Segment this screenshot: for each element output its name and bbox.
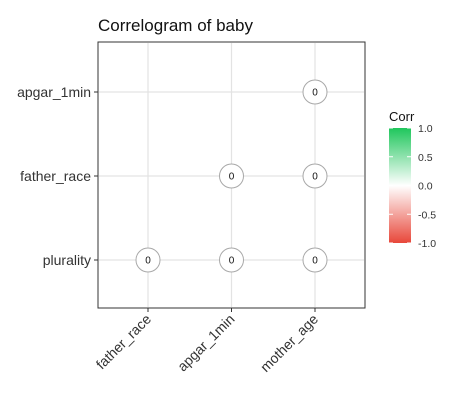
x-axis: father_race apgar_1min mother_age bbox=[93, 308, 321, 375]
corr-cell: 0 bbox=[219, 247, 244, 273]
corr-circle bbox=[135, 247, 161, 273]
legend-tick-label: -0.5 bbox=[418, 209, 436, 221]
corr-cell: 0 bbox=[135, 247, 161, 273]
legend-colorbar bbox=[389, 128, 411, 243]
legend-tick-label: 0.0 bbox=[418, 181, 433, 193]
corr-cell: 0 bbox=[302, 79, 328, 105]
y-tick-label: plurality bbox=[43, 252, 91, 268]
corr-circle bbox=[219, 163, 244, 189]
corr-circle bbox=[302, 163, 328, 189]
x-tick-label: apgar_1min bbox=[174, 311, 238, 375]
corr-value-label: 0 bbox=[229, 256, 235, 267]
x-tick-label: father_race bbox=[93, 311, 155, 373]
y-tick-label: apgar_1min bbox=[17, 84, 91, 100]
y-axis: apgar_1min father_race plurality bbox=[17, 84, 98, 268]
corr-value-label: 0 bbox=[312, 172, 318, 183]
corr-cell: 0 bbox=[302, 163, 328, 189]
chart-title: Correlogram of baby bbox=[98, 16, 253, 35]
y-tick-label: father_race bbox=[20, 168, 91, 184]
corr-value-label: 0 bbox=[312, 256, 318, 267]
legend-tick-label: 0.5 bbox=[418, 152, 433, 164]
legend-tick-label: -1.0 bbox=[418, 238, 436, 250]
corr-circle bbox=[302, 79, 328, 105]
corr-cell: 0 bbox=[219, 163, 244, 189]
x-tick-label: mother_age bbox=[257, 311, 321, 375]
legend-tick-label: 1.0 bbox=[418, 123, 433, 135]
corr-cell: 0 bbox=[302, 247, 328, 273]
corr-value-label: 0 bbox=[145, 256, 151, 267]
corr-value-label: 0 bbox=[312, 88, 318, 99]
corr-circle bbox=[302, 247, 328, 273]
legend: Corr 1.0 0.5 0.0 -0.5 -1.0 bbox=[389, 109, 436, 250]
corr-circle bbox=[219, 247, 244, 273]
legend-title: Corr bbox=[389, 109, 415, 124]
correlation-cells: 0 0 0 0 0 0 bbox=[135, 79, 328, 273]
corr-value-label: 0 bbox=[229, 172, 235, 183]
